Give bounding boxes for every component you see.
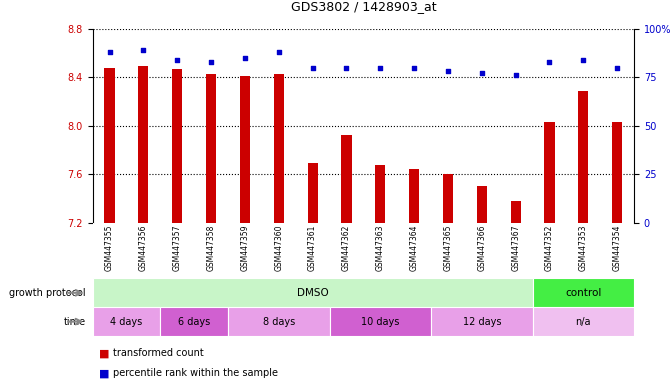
Bar bbox=[612, 122, 622, 223]
Text: GDS3802 / 1428903_at: GDS3802 / 1428903_at bbox=[291, 0, 436, 13]
Bar bbox=[578, 91, 588, 223]
Bar bbox=[544, 122, 554, 223]
Text: percentile rank within the sample: percentile rank within the sample bbox=[113, 368, 278, 378]
Text: GSM447363: GSM447363 bbox=[376, 224, 384, 271]
Text: GSM447365: GSM447365 bbox=[444, 224, 452, 271]
Point bbox=[544, 59, 555, 65]
Bar bbox=[329, 307, 431, 336]
Bar bbox=[431, 307, 533, 336]
Bar bbox=[533, 278, 634, 307]
Point bbox=[409, 65, 419, 71]
Text: GSM447357: GSM447357 bbox=[172, 224, 182, 271]
Text: time: time bbox=[64, 316, 86, 327]
Text: DMSO: DMSO bbox=[297, 288, 329, 298]
Bar bbox=[93, 278, 533, 307]
Bar bbox=[307, 163, 317, 223]
Point bbox=[273, 49, 284, 55]
Bar bbox=[172, 69, 183, 223]
Point bbox=[443, 68, 454, 74]
Point bbox=[510, 72, 521, 78]
Point bbox=[341, 65, 352, 71]
Text: ■: ■ bbox=[99, 368, 110, 378]
Text: GSM447364: GSM447364 bbox=[409, 224, 419, 271]
Text: GSM447367: GSM447367 bbox=[511, 224, 520, 271]
Bar bbox=[476, 186, 487, 223]
Text: GSM447356: GSM447356 bbox=[139, 224, 148, 271]
Bar bbox=[409, 169, 419, 223]
Text: GSM447360: GSM447360 bbox=[274, 224, 283, 271]
Text: GSM447358: GSM447358 bbox=[207, 224, 215, 271]
Bar bbox=[105, 68, 115, 223]
Point bbox=[612, 65, 623, 71]
Bar bbox=[228, 307, 329, 336]
Point bbox=[104, 49, 115, 55]
Text: 4 days: 4 days bbox=[110, 316, 142, 327]
Text: GSM447354: GSM447354 bbox=[613, 224, 621, 271]
Point bbox=[476, 70, 487, 76]
Point bbox=[138, 47, 149, 53]
Point bbox=[307, 65, 318, 71]
Bar bbox=[533, 307, 634, 336]
Bar bbox=[274, 74, 284, 223]
Text: 12 days: 12 days bbox=[462, 316, 501, 327]
Bar bbox=[342, 136, 352, 223]
Text: GSM447352: GSM447352 bbox=[545, 224, 554, 271]
Point bbox=[240, 55, 250, 61]
Text: GSM447361: GSM447361 bbox=[308, 224, 317, 271]
Text: n/a: n/a bbox=[576, 316, 591, 327]
Bar bbox=[511, 201, 521, 223]
Bar bbox=[240, 76, 250, 223]
Bar bbox=[160, 307, 228, 336]
Text: GSM447366: GSM447366 bbox=[477, 224, 486, 271]
Text: 8 days: 8 days bbox=[262, 316, 295, 327]
Text: GSM447362: GSM447362 bbox=[342, 224, 351, 271]
Text: transformed count: transformed count bbox=[113, 348, 203, 358]
Bar bbox=[206, 74, 216, 223]
Text: 10 days: 10 days bbox=[361, 316, 399, 327]
Text: GSM447353: GSM447353 bbox=[579, 224, 588, 271]
Bar bbox=[375, 164, 385, 223]
Point bbox=[375, 65, 386, 71]
Bar bbox=[138, 66, 148, 223]
Text: GSM447355: GSM447355 bbox=[105, 224, 114, 271]
Point bbox=[206, 59, 217, 65]
Text: growth protocol: growth protocol bbox=[9, 288, 86, 298]
Bar bbox=[443, 174, 453, 223]
Point bbox=[578, 57, 588, 63]
Point bbox=[172, 57, 183, 63]
Text: GSM447359: GSM447359 bbox=[240, 224, 250, 271]
Bar bbox=[93, 307, 160, 336]
Text: 6 days: 6 days bbox=[178, 316, 210, 327]
Text: ■: ■ bbox=[99, 348, 110, 358]
Text: control: control bbox=[565, 288, 601, 298]
